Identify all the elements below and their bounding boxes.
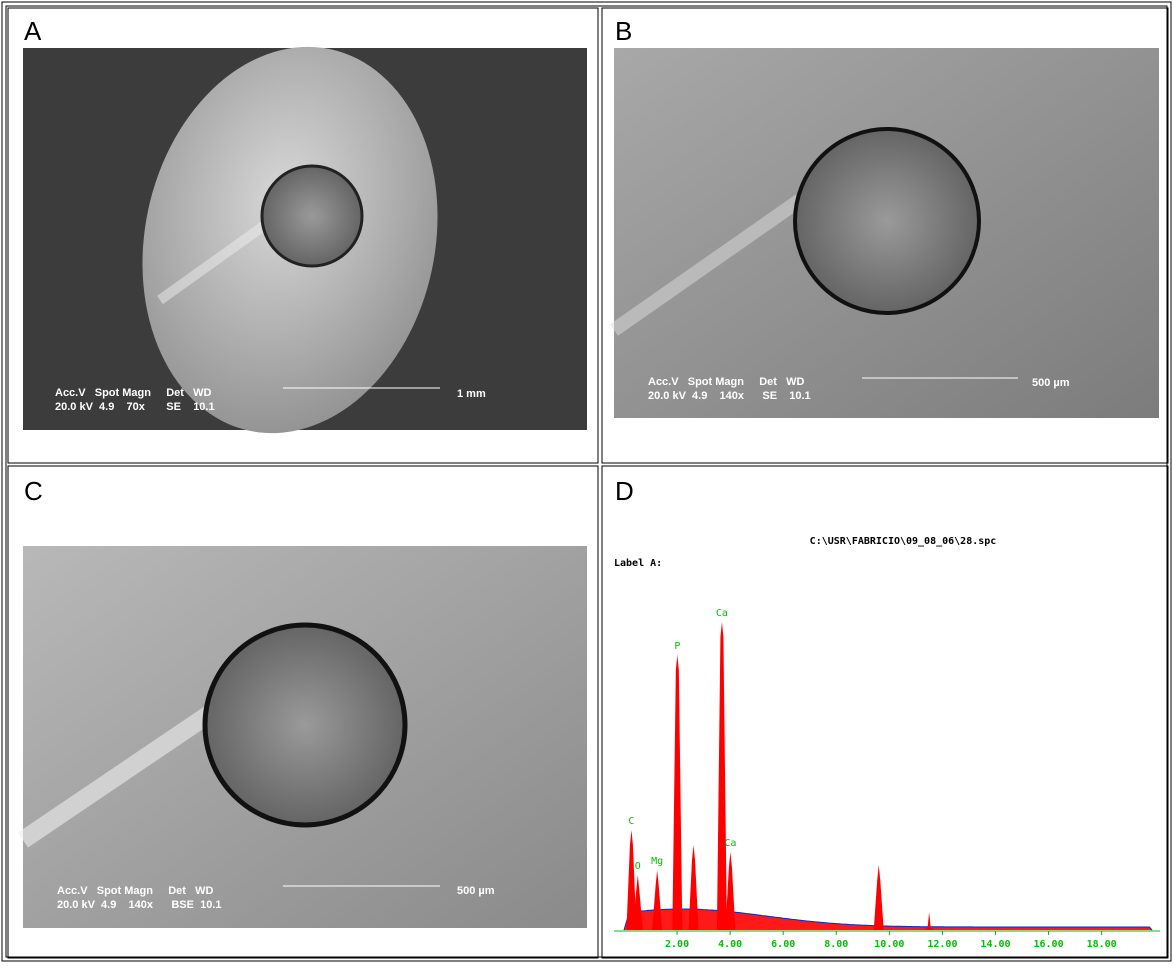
panel-label: D [615,476,634,506]
overlay-header: Acc.V Spot Magn Det WD [648,376,805,388]
overlay-header: Acc.V Spot Magn Det WD [57,885,214,897]
figure: A B C D Acc.V Spot Magn Det WD 20.0 kV 4… [0,0,1173,963]
x-tick-label: 10.00 [874,939,904,950]
peak [672,655,682,930]
peak-label: Mg [651,856,663,867]
x-tick-label: 4.00 [718,939,742,950]
overlay-values: 20.0 kV 4.9 140x BSE 10.1 [57,899,222,911]
spectrum-label: Label A: [614,558,662,569]
peak-label: C [628,816,634,827]
peak [874,865,884,930]
x-tick-label: 12.00 [927,939,957,950]
overlay-values: 20.0 kV 4.9 140x SE 10.1 [648,390,811,402]
peak-label: Ca [724,838,736,849]
overlay-header: Acc.V Spot Magn Det WD [55,387,212,399]
panel-label: A [24,16,42,46]
peak [717,622,727,930]
scale-label: 500 µm [457,885,495,897]
scale-label: 500 µm [1032,377,1070,389]
peak [725,852,735,930]
spectrum-title: C:\USR\FABRICIO\09_08_06\28.spc [810,536,997,547]
peak [689,845,699,930]
sem-image-b [614,48,1159,418]
peak [652,870,662,930]
overlay-values: 20.0 kV 4.9 70x SE 10.1 [55,401,215,413]
x-tick-label: 18.00 [1087,939,1117,950]
x-tick-label: 14.00 [980,939,1010,950]
peak-label: Ca [716,608,728,619]
peak-label: O [635,861,641,872]
x-tick-label: 2.00 [665,939,689,950]
sem-image-c [23,546,587,928]
x-tick-label: 6.00 [771,939,795,950]
x-tick-label: 8.00 [824,939,848,950]
spectrum: C O Mg P Ca Ca 2.00 4.00 6.00 8.00 10.00 12.00 14.00… [614,608,1160,950]
x-tick-label: 16.00 [1033,939,1063,950]
panel-label: C [24,476,43,506]
panel-label: B [615,16,632,46]
peak-label: P [674,641,680,652]
scale-label: 1 mm [457,388,486,400]
